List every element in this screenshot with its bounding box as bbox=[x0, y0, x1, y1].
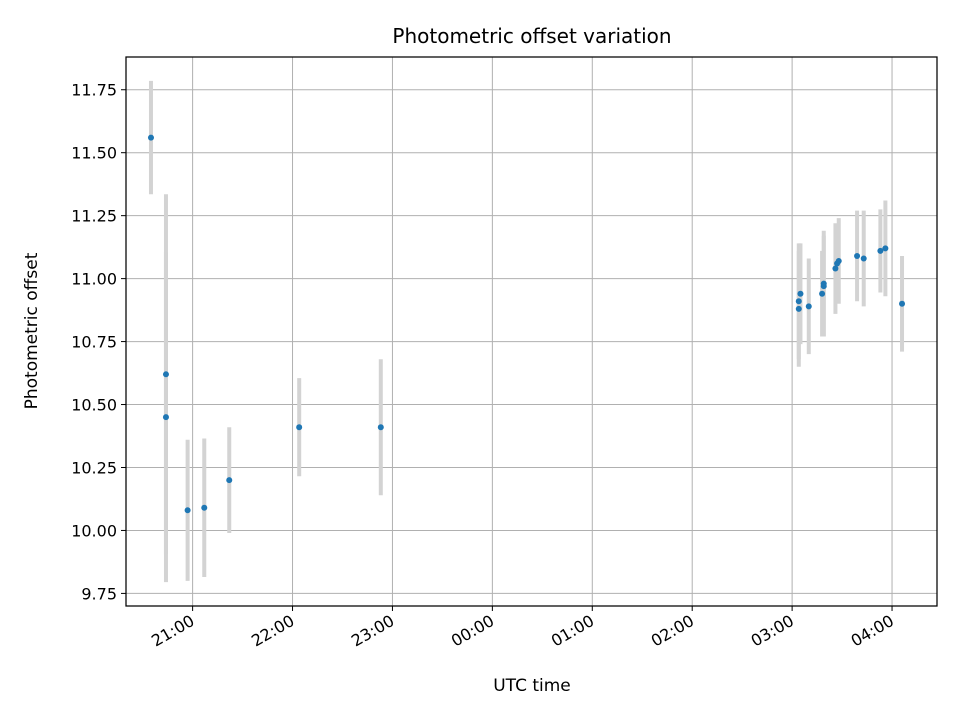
y-tick-label: 10.25 bbox=[71, 458, 117, 477]
data-point bbox=[854, 252, 861, 259]
data-point bbox=[226, 477, 233, 484]
data-point bbox=[797, 290, 804, 297]
chart-title: Photometric offset variation bbox=[392, 24, 671, 48]
data-point bbox=[819, 290, 826, 297]
y-axis-label: Photometric offset bbox=[22, 252, 42, 409]
data-point bbox=[795, 305, 802, 312]
data-point bbox=[805, 303, 812, 310]
data-point bbox=[832, 265, 839, 272]
y-tick-label: 11.25 bbox=[71, 207, 117, 226]
x-axis-label: UTC time bbox=[493, 676, 571, 696]
data-point bbox=[860, 255, 867, 262]
y-tick-label: 11.00 bbox=[71, 270, 117, 289]
data-point bbox=[795, 298, 802, 305]
data-point bbox=[820, 280, 827, 287]
data-point bbox=[201, 504, 208, 511]
y-tick-label: 9.75 bbox=[81, 584, 117, 603]
data-point bbox=[296, 424, 303, 431]
y-tick-label: 11.75 bbox=[71, 81, 117, 100]
data-point bbox=[377, 424, 384, 431]
data-point bbox=[162, 414, 169, 421]
y-tick-label: 10.00 bbox=[71, 521, 117, 540]
data-point bbox=[877, 247, 884, 254]
plot-area-frame bbox=[125, 56, 938, 607]
point-layer bbox=[147, 134, 906, 514]
data-point bbox=[184, 507, 191, 514]
data-point bbox=[835, 257, 842, 264]
y-axis-ticks: 9.75 10.00 10.25 10.50 10.75 11.00 11.25 11.50 1… bbox=[71, 81, 126, 603]
y-tick-label: 10.75 bbox=[71, 333, 117, 352]
y-tick-label: 11.50 bbox=[71, 144, 117, 163]
data-point bbox=[147, 134, 154, 141]
data-point bbox=[899, 300, 906, 307]
data-point bbox=[162, 371, 169, 378]
data-point bbox=[882, 245, 889, 252]
y-tick-label: 10.50 bbox=[71, 396, 117, 415]
